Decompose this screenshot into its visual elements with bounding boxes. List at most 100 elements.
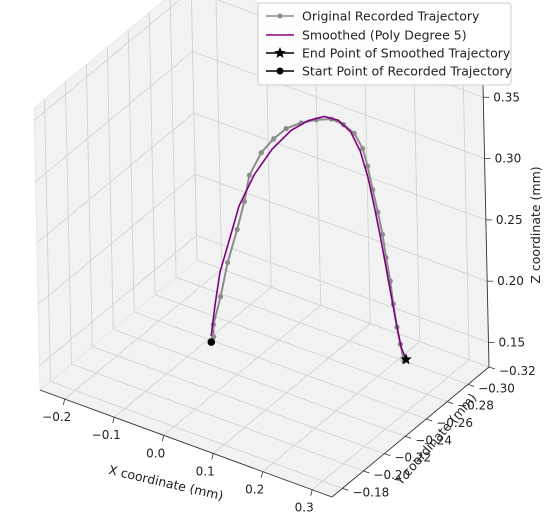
grid-line-y-left — [127, 29, 135, 313]
x-axis-line — [39, 389, 333, 498]
y-tick-label: −0.24 — [415, 433, 452, 447]
end-point-star-marker — [400, 353, 412, 365]
grid-line-z-left — [33, 0, 181, 121]
grid-line-y-floor — [50, 380, 343, 489]
y-tick-label: −0.18 — [352, 485, 389, 499]
original-trajectory-point — [375, 209, 381, 215]
y-tick-label: −0.28 — [457, 399, 494, 413]
x-tick-label: 0.3 — [295, 501, 314, 515]
axis-lines — [39, 84, 490, 498]
grid-line-y-left — [106, 47, 114, 330]
grid-line-y-left — [191, 0, 198, 261]
z-axis-line — [482, 84, 490, 368]
legend-label-original: Original Recorded Trajectory — [302, 9, 480, 24]
grid-line-x-back — [215, 0, 223, 270]
grid-line-y-floor — [71, 363, 364, 472]
legend-frame — [257, 2, 512, 86]
grid-line-x-back — [413, 59, 421, 342]
grid-line-x-floor — [163, 304, 322, 436]
grid-line-y-left — [169, 0, 177, 278]
grid-line-y-floor — [92, 346, 385, 455]
y-tick-mark — [426, 418, 433, 422]
left-pane — [33, 0, 198, 391]
legend-item-smoothed: Smoothed (Poly Degree 5) — [266, 28, 467, 43]
x-tick-mark — [62, 398, 66, 406]
y-tick-label: −0.30 — [478, 381, 515, 395]
x-tick-mark — [211, 453, 214, 460]
legend-label-end-point: End Point of Smoothed Trajectory — [302, 46, 511, 61]
axes-panes — [33, 0, 490, 498]
grid-line-x-floor — [311, 359, 470, 491]
legend: Original Recorded Trajectory Smoothed (P… — [257, 2, 513, 86]
legend-item-start-point: Start Point of Recorded Trajectory — [266, 64, 513, 79]
original-trajectory-point — [234, 226, 240, 233]
grid-line-y-left — [148, 12, 156, 295]
z-tick-label: 0.25 — [496, 213, 523, 227]
x-tick-mark — [260, 471, 264, 478]
marker-layer — [207, 338, 412, 365]
original-trajectory-point — [225, 259, 231, 266]
z-tick-label: 0.35 — [493, 90, 520, 104]
original-trajectory-point — [211, 334, 217, 340]
grid-line-y-floor — [175, 276, 469, 385]
grid-line-y-left — [64, 81, 72, 365]
y-tick-label: −0.22 — [394, 451, 431, 465]
y-tick-label: −0.32 — [499, 364, 536, 378]
grid-line-x-floor — [262, 341, 420, 472]
legend-star-marker — [274, 47, 286, 58]
x-tick-label: 0.2 — [245, 483, 264, 497]
x-tick-mark — [112, 417, 115, 424]
y-tick-label: −0.26 — [436, 416, 473, 430]
original-trajectory-line — [212, 118, 405, 362]
original-trajectory-point — [379, 231, 386, 238]
grid-line-x-back — [363, 41, 371, 324]
grid-line-z-back — [193, 112, 487, 221]
original-trajectory-point — [283, 125, 289, 132]
original-trajectory-point — [258, 150, 264, 156]
series-layer — [210, 115, 407, 364]
z-tick-label: 0.15 — [498, 335, 525, 349]
original-trajectory-point — [241, 198, 247, 205]
original-trajectory-point — [217, 294, 224, 300]
original-trajectory-point — [360, 145, 366, 152]
grid-line-y-floor — [134, 311, 427, 420]
y-tick-mark — [363, 470, 370, 474]
original-trajectory-point — [271, 136, 277, 142]
y-tick-mark — [467, 383, 475, 387]
x-tick-label: 0.0 — [146, 446, 165, 460]
grid-line-y-left — [85, 64, 93, 347]
y-tick-mark — [384, 453, 391, 457]
grid-line-z-left — [36, 112, 195, 244]
x-tick-label: 0.1 — [196, 464, 215, 478]
start-point-marker — [207, 338, 216, 346]
y-tick-label: −0.20 — [373, 468, 410, 482]
y-tick-mark — [405, 435, 412, 439]
x-tick-label: −0.1 — [92, 428, 121, 442]
y-tick-mark — [447, 401, 454, 405]
legend-label-start-point: Start Point of Recorded Trajectory — [302, 64, 513, 79]
grid-line-y-floor — [154, 294, 448, 403]
x-tick-mark — [161, 435, 165, 442]
grid-line-z-back — [195, 173, 488, 282]
grid-line-y-left — [44, 99, 51, 382]
grid-line-z-left — [37, 173, 196, 305]
grid-line-x-floor — [64, 268, 223, 400]
z-tick-label: 0.20 — [497, 274, 524, 288]
grid-line-z-back — [192, 51, 485, 159]
original-trajectory-point — [365, 163, 371, 169]
z-tick-label: 0.30 — [495, 152, 522, 166]
y-axis-line — [331, 366, 490, 498]
x-tick-label: −0.2 — [42, 410, 71, 424]
tick-labels: −0.2 −0.1 0.0 0.1 0.2 0.3 −0.32 −0.30 −0.28 −0.26… — [42, 90, 536, 514]
grid-line-z-back — [196, 235, 489, 343]
z-axis-label: Z coordinate (mm) — [528, 166, 543, 283]
grid-line-x-floor — [113, 286, 272, 418]
legend-label-smoothed: Smoothed (Poly Degree 5) — [302, 28, 467, 43]
grid-line-x-floor — [212, 323, 371, 454]
grid-line-z-left — [35, 51, 193, 182]
smoothed-trajectory-line — [210, 115, 407, 360]
legend-item-original: Original Recorded Trajectory — [266, 9, 480, 24]
y-tick-mark — [342, 487, 349, 491]
grid-line-y-floor — [113, 328, 406, 437]
grid-line-y-floor — [196, 259, 490, 368]
